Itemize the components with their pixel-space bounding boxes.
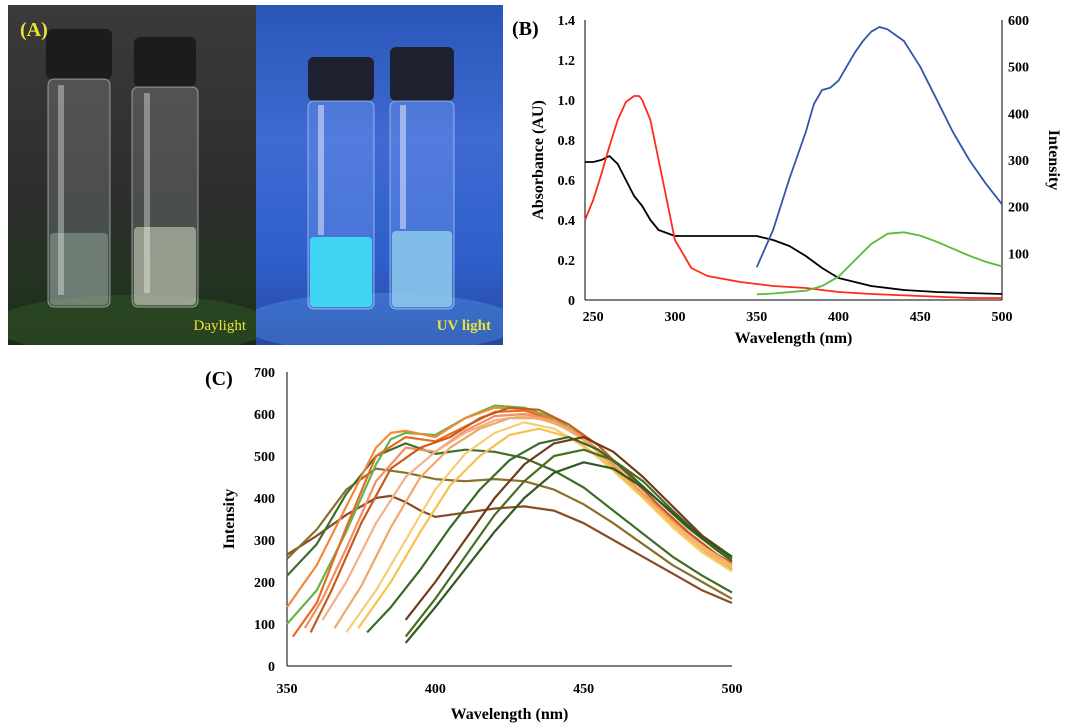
panel-a-tag: (A) — [20, 19, 48, 41]
y-tick-label: 100 — [254, 618, 275, 633]
vial-photo-panel: Daylight UV light (A) — [8, 5, 503, 345]
daylight-vials — [8, 29, 256, 345]
y-tick-label: 600 — [254, 408, 275, 423]
y-tick-label: 0 — [568, 294, 575, 309]
y-tick-label: 700 — [254, 366, 275, 381]
series-line-3 — [755, 26, 1003, 268]
series-line-1 — [585, 155, 1003, 295]
y-tick-label: 400 — [254, 492, 275, 507]
x-tick-label: 250 — [583, 310, 604, 325]
y-tick-label: 1.0 — [558, 94, 576, 109]
vial-cap — [390, 47, 454, 101]
y2-tick-label: 600 — [1008, 14, 1029, 29]
panel-b-tag: (B) — [512, 18, 539, 40]
y-tick-label: 0.6 — [558, 174, 576, 189]
x-tick-label: 450 — [573, 682, 594, 697]
x-tick-label: 400 — [425, 682, 446, 697]
series-line-8 — [309, 406, 733, 633]
vial-cap — [46, 29, 112, 79]
y-tick-label: 200 — [254, 576, 275, 591]
y2-tick-label: 300 — [1008, 154, 1029, 169]
vial-cap — [134, 37, 196, 87]
y-tick-label: 0.8 — [558, 134, 576, 149]
y-axis-title: Intensity — [221, 489, 238, 549]
series-line-13 — [366, 435, 733, 634]
y2-tick-label: 400 — [1008, 107, 1029, 122]
excitation-series-chart: 0 100 200 300 400 500 600 700 350 400 450 500 Wavele… — [221, 366, 743, 723]
y-axis-title: Absorbance (AU) — [530, 100, 547, 220]
y-tick-label: 500 — [254, 450, 275, 465]
series-line-2 — [584, 95, 1002, 299]
y2-tick-label: 100 — [1008, 247, 1029, 262]
fluorescent-solution — [310, 237, 372, 307]
x-tick-label: 350 — [277, 682, 298, 697]
x-tick-label: 500 — [722, 682, 743, 697]
y-tick-label: 1.2 — [558, 54, 576, 69]
series-line-6 — [292, 409, 733, 638]
panel-c-tag: (C) — [205, 368, 233, 390]
series-line-12 — [357, 427, 733, 629]
y2-tick-label: 200 — [1008, 201, 1029, 216]
series-line-4 — [756, 231, 1003, 296]
x-tick-label: 450 — [910, 310, 931, 325]
y2-tick-label: 500 — [1008, 61, 1029, 76]
vial-cap — [308, 57, 374, 101]
absorbance-emission-chart: 0 0.2 0.4 0.6 0.8 1.0 1.2 1.4 100 200 300 400 500 600… — [530, 14, 1062, 347]
uv-photo: UV light — [256, 5, 503, 345]
uv-vials — [256, 47, 503, 345]
y-tick-label: 0.2 — [558, 254, 576, 269]
y-tick-label: 1.4 — [558, 14, 576, 29]
y-tick-label: 300 — [254, 534, 275, 549]
weak-fluorescent-solution — [392, 231, 452, 307]
x-axis-title: Wavelength (nm) — [451, 706, 569, 723]
x-tick-label: 400 — [828, 310, 849, 325]
daylight-caption: Daylight — [193, 318, 247, 334]
series-line-7 — [303, 412, 733, 629]
uv-caption: UV light — [436, 318, 491, 334]
series-line-15 — [404, 448, 733, 638]
x-tick-label: 500 — [992, 310, 1013, 325]
y2-axis-title: Intensity — [1045, 130, 1062, 190]
x-axis-title: Wavelength (nm) — [735, 330, 853, 347]
y-tick-label: 0 — [268, 660, 275, 675]
series-line-16 — [404, 461, 733, 644]
daylight-photo: Daylight — [8, 5, 256, 345]
y-tick-label: 0.4 — [558, 214, 576, 229]
x-tick-label: 350 — [746, 310, 767, 325]
x-tick-label: 300 — [664, 310, 685, 325]
series-line-14 — [404, 435, 733, 621]
series-line-11 — [345, 421, 733, 634]
series-line-1 — [286, 494, 733, 605]
